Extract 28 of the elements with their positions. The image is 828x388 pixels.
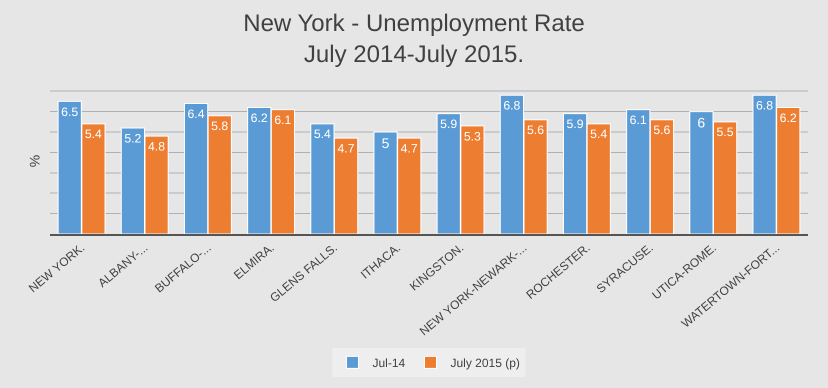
data-label: 5.8 <box>211 119 228 134</box>
data-label: 5.6 <box>653 123 671 138</box>
data-label: 6.8 <box>756 98 774 113</box>
data-label: 6.2 <box>250 110 268 125</box>
data-label: 6.5 <box>61 104 78 119</box>
data-label: 5.4 <box>314 127 332 142</box>
data-label: 5.4 <box>84 127 102 142</box>
data-label: 4.8 <box>148 139 166 154</box>
legend-label: July 2015 (p) <box>450 356 520 370</box>
data-label: 5 <box>382 135 390 152</box>
data-label: 6.8 <box>503 98 521 113</box>
y-axis-title: % <box>26 154 43 168</box>
data-label: 6.2 <box>780 110 797 125</box>
data-label: 6.1 <box>274 112 292 127</box>
data-label: 5.3 <box>464 129 482 144</box>
data-label: 6 <box>697 114 706 131</box>
data-label: 6.4 <box>187 106 205 121</box>
data-label: 5.6 <box>526 123 544 138</box>
data-label: 5.4 <box>590 127 608 142</box>
data-label: 4.7 <box>337 142 355 156</box>
data-label: 5.2 <box>124 131 142 146</box>
data-label: 5.5 <box>716 125 734 140</box>
data-label: 4.7 <box>400 142 418 156</box>
data-label: 6.1 <box>630 112 647 127</box>
data-label: 5.9 <box>566 117 584 132</box>
chart-title: New York - Unemployment Rate July 2014-July 2015. <box>243 10 585 68</box>
legend-label: Jul-14 <box>372 356 406 370</box>
data-label: 5.9 <box>440 117 458 132</box>
